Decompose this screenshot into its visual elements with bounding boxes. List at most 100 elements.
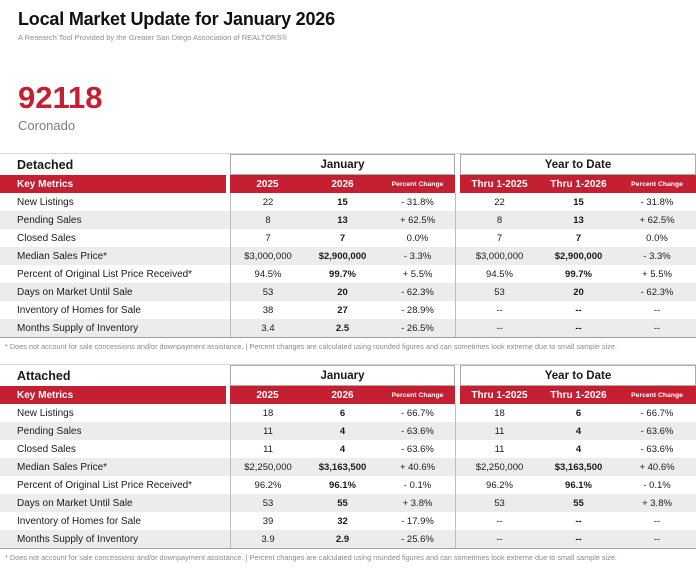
cell-ytd-2025: -- bbox=[460, 301, 539, 319]
col-thru-2026: Thru 1-2026 bbox=[539, 386, 618, 404]
cell-ytd-2026: 6 bbox=[539, 404, 618, 422]
cell-ytd-2025: $3,000,000 bbox=[460, 247, 539, 265]
cell-month-2026: 2.5 bbox=[305, 319, 380, 337]
cell-month-2026: 13 bbox=[305, 211, 380, 229]
row-label: Months Supply of Inventory bbox=[0, 319, 230, 337]
cell-month-percent-change: - 3.3% bbox=[380, 247, 455, 265]
cell-month-2025: 22 bbox=[230, 193, 305, 211]
col-thru-2025: Thru 1-2025 bbox=[460, 175, 539, 193]
key-metrics-header: Key Metrics bbox=[0, 386, 226, 404]
cell-group-gap bbox=[455, 247, 460, 265]
cell-ytd-2026: 55 bbox=[539, 494, 618, 512]
section-title: Attached bbox=[17, 368, 71, 383]
cell-ytd-2025: $2,250,000 bbox=[460, 458, 539, 476]
col-2025: 2025 bbox=[230, 175, 305, 193]
table-footnote: * Does not account for sale concessions … bbox=[5, 553, 617, 562]
cell-ytd-percent-change: - 62.3% bbox=[618, 283, 696, 301]
cell-ytd-2026: 4 bbox=[539, 440, 618, 458]
cell-ytd-percent-change: -- bbox=[618, 512, 696, 530]
cell-ytd-2026: -- bbox=[539, 512, 618, 530]
cell-ytd-percent-change: -- bbox=[618, 301, 696, 319]
table-row: Months Supply of Inventory 3.9 2.9 - 25.… bbox=[0, 530, 696, 548]
table-footnote: * Does not account for sale concessions … bbox=[5, 342, 617, 351]
cell-group-gap bbox=[455, 404, 460, 422]
cell-month-2026: $2,900,000 bbox=[305, 247, 380, 265]
cell-group-gap bbox=[455, 494, 460, 512]
cell-ytd-percent-change: 0.0% bbox=[618, 229, 696, 247]
cell-month-percent-change: - 17.9% bbox=[380, 512, 455, 530]
cell-month-2026: 32 bbox=[305, 512, 380, 530]
table-row: New Listings 18 6 - 66.7% 18 6 - 66.7% bbox=[0, 404, 696, 422]
cell-ytd-percent-change: -- bbox=[618, 530, 696, 548]
table-row: Inventory of Homes for Sale 38 27 - 28.9… bbox=[0, 301, 696, 319]
cell-month-2025: 11 bbox=[230, 422, 305, 440]
table-rows: New Listings 18 6 - 66.7% 18 6 - 66.7% P… bbox=[0, 404, 696, 549]
table-row: Pending Sales 11 4 - 63.6% 11 4 - 63.6% bbox=[0, 422, 696, 440]
cell-group-gap bbox=[455, 229, 460, 247]
cell-ytd-2025: 53 bbox=[460, 283, 539, 301]
cell-month-2025: 94.5% bbox=[230, 265, 305, 283]
market-table-section: Attached January Year to Date Key Metric… bbox=[0, 364, 696, 562]
cell-month-percent-change: - 63.6% bbox=[380, 422, 455, 440]
col-2026: 2026 bbox=[305, 386, 380, 404]
cell-group-gap bbox=[455, 422, 460, 440]
cell-month-2025: 7 bbox=[230, 229, 305, 247]
cell-month-2026: 7 bbox=[305, 229, 380, 247]
cell-ytd-2026: 15 bbox=[539, 193, 618, 211]
col-2026: 2026 bbox=[305, 175, 380, 193]
row-label: Days on Market Until Sale bbox=[0, 494, 230, 512]
table-row: Percent of Original List Price Received*… bbox=[0, 476, 696, 494]
city-name: Coronado bbox=[18, 118, 76, 133]
row-label: Months Supply of Inventory bbox=[0, 530, 230, 548]
key-metrics-header-row: Key Metrics 2025 2026 Percent Change Thr… bbox=[0, 386, 696, 404]
table-row: Days on Market Until Sale 53 20 - 62.3% … bbox=[0, 283, 696, 301]
cell-month-2025: $3,000,000 bbox=[230, 247, 305, 265]
cell-ytd-percent-change: - 66.7% bbox=[618, 404, 696, 422]
column-group-gap bbox=[455, 386, 460, 404]
table-row: Closed Sales 11 4 - 63.6% 11 4 - 63.6% bbox=[0, 440, 696, 458]
row-label: Median Sales Price* bbox=[0, 458, 230, 476]
cell-month-percent-change: - 28.9% bbox=[380, 301, 455, 319]
cell-ytd-2026: -- bbox=[539, 319, 618, 337]
cell-ytd-percent-change: - 31.8% bbox=[618, 193, 696, 211]
cell-group-gap bbox=[455, 458, 460, 476]
cell-ytd-2026: 96.1% bbox=[539, 476, 618, 494]
cell-group-gap bbox=[455, 193, 460, 211]
table-group-header-row: Attached January Year to Date bbox=[0, 364, 696, 386]
row-label: Closed Sales bbox=[0, 440, 230, 458]
cell-ytd-2026: 99.7% bbox=[539, 265, 618, 283]
cell-ytd-2025: 18 bbox=[460, 404, 539, 422]
key-metrics-header: Key Metrics bbox=[0, 175, 226, 193]
cell-month-2025: 53 bbox=[230, 494, 305, 512]
cell-group-gap bbox=[455, 301, 460, 319]
table-row: Inventory of Homes for Sale 39 32 - 17.9… bbox=[0, 512, 696, 530]
cell-month-2025: 53 bbox=[230, 283, 305, 301]
cell-ytd-2026: 4 bbox=[539, 422, 618, 440]
key-metrics-header-row: Key Metrics 2025 2026 Percent Change Thr… bbox=[0, 175, 696, 193]
cell-ytd-2025: 11 bbox=[460, 422, 539, 440]
cell-month-percent-change: 0.0% bbox=[380, 229, 455, 247]
table-row: Percent of Original List Price Received*… bbox=[0, 265, 696, 283]
row-label: Pending Sales bbox=[0, 211, 230, 229]
cell-ytd-percent-change: + 40.6% bbox=[618, 458, 696, 476]
row-label: Median Sales Price* bbox=[0, 247, 230, 265]
row-label: Pending Sales bbox=[0, 422, 230, 440]
cell-ytd-percent-change: - 3.3% bbox=[618, 247, 696, 265]
table-group-header-row: Detached January Year to Date bbox=[0, 153, 696, 175]
page-subtitle: A Research Tool Provided by the Greater … bbox=[18, 33, 288, 42]
cell-month-percent-change: - 31.8% bbox=[380, 193, 455, 211]
cell-month-percent-change: - 25.6% bbox=[380, 530, 455, 548]
table-rows: New Listings 22 15 - 31.8% 22 15 - 31.8%… bbox=[0, 193, 696, 338]
cell-ytd-2026: 20 bbox=[539, 283, 618, 301]
table-row: Months Supply of Inventory 3.4 2.5 - 26.… bbox=[0, 319, 696, 337]
table-row: New Listings 22 15 - 31.8% 22 15 - 31.8% bbox=[0, 193, 696, 211]
market-table-section: Detached January Year to Date Key Metric… bbox=[0, 153, 696, 351]
cell-month-2026: 99.7% bbox=[305, 265, 380, 283]
cell-ytd-2025: 53 bbox=[460, 494, 539, 512]
cell-group-gap bbox=[455, 530, 460, 548]
row-label: New Listings bbox=[0, 404, 230, 422]
column-group-gap bbox=[455, 175, 460, 193]
cell-month-2025: 3.9 bbox=[230, 530, 305, 548]
col-percent-change: Percent Change bbox=[380, 175, 455, 193]
